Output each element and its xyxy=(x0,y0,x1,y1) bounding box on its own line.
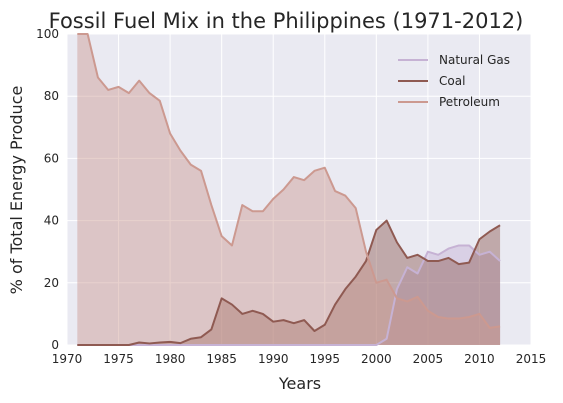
legend-label: Coal xyxy=(439,74,465,88)
y-tick-label: 20 xyxy=(44,276,59,290)
series-areas xyxy=(77,34,501,345)
x-tick-label: 1995 xyxy=(310,352,341,366)
series-area-0 xyxy=(77,245,501,345)
x-tick-label: 1975 xyxy=(103,352,134,366)
x-axis-label: Years xyxy=(278,374,321,393)
x-tick-label: 2000 xyxy=(361,352,392,366)
series-line-2 xyxy=(77,33,501,329)
series-line-0 xyxy=(77,244,501,346)
y-tick-label: 60 xyxy=(44,151,59,165)
x-tick-label: 2015 xyxy=(516,352,547,366)
y-tick-label: 40 xyxy=(44,214,59,228)
y-tick-label: 0 xyxy=(51,338,59,352)
legend: Natural Gas Coal Petroleum xyxy=(398,53,510,109)
chart-title: Fossil Fuel Mix in the Philippines (1971… xyxy=(49,9,524,33)
legend-label: Petroleum xyxy=(439,95,500,109)
x-tick-labels: 1970 1975 1980 1985 1990 1995 2000 2005 2010 2015 xyxy=(52,352,547,366)
x-tick-label: 1985 xyxy=(206,352,237,366)
legend-label: Natural Gas xyxy=(439,53,510,67)
x-tick-label: 2005 xyxy=(413,352,444,366)
series-area-1 xyxy=(77,220,501,345)
y-axis-label: % of Total Energy Produce xyxy=(7,86,26,295)
series-lines xyxy=(77,33,501,346)
x-tick-label: 1970 xyxy=(52,352,83,366)
x-tick-label: 1980 xyxy=(155,352,186,366)
x-tick-label: 2010 xyxy=(464,352,495,366)
x-tick-label: 1990 xyxy=(258,352,289,366)
y-tick-labels: 0 20 40 60 80 100 xyxy=(36,27,59,352)
y-tick-label: 80 xyxy=(44,89,59,103)
series-area-2 xyxy=(77,34,501,345)
y-tick-label: 100 xyxy=(36,27,59,41)
series-line-1 xyxy=(77,219,501,346)
